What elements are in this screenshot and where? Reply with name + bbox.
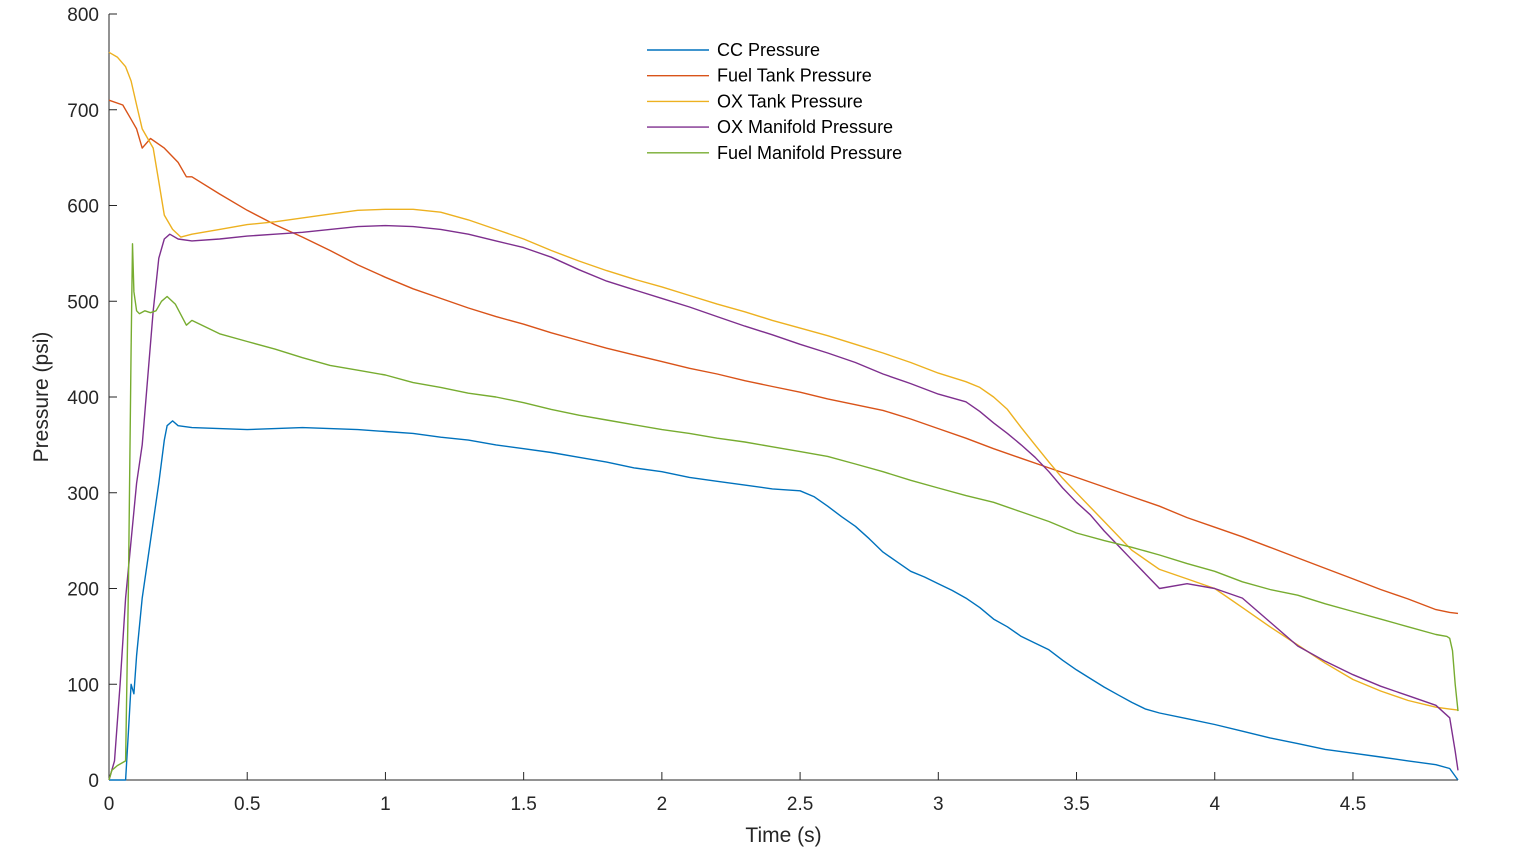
x-axis-title: Time (s) <box>745 824 821 847</box>
y-tick-label: 700 <box>67 101 99 122</box>
series-line-ox-tank-pressure <box>108 51 1459 711</box>
y-tick-label: 800 <box>67 5 99 26</box>
legend-entry: CC Pressure <box>647 40 820 60</box>
y-tick-label: 0 <box>88 771 99 792</box>
y-axis-title: Pressure (psi) <box>30 332 53 463</box>
x-tick-label: 2 <box>657 794 668 815</box>
y-tick-label: 200 <box>67 580 99 601</box>
legend-label: OX Tank Pressure <box>717 91 863 111</box>
x-tick-label: 1 <box>380 794 391 815</box>
legend: CC Pressure Fuel Tank Pressure OX Tank Pre… <box>647 40 902 163</box>
legend-label: Fuel Tank Pressure <box>717 66 872 86</box>
y-tick-label: 500 <box>67 292 99 313</box>
legend-entry: Fuel Tank Pressure <box>647 66 872 86</box>
legend-entry: OX Tank Pressure <box>647 91 863 111</box>
legend-label: Fuel Manifold Pressure <box>717 143 902 163</box>
legend-label: CC Pressure <box>717 40 820 60</box>
series-line-cc-pressure <box>109 420 1459 781</box>
x-tick-label: 0.5 <box>234 794 260 815</box>
series-line-ox-manifold-pressure <box>108 224 1459 781</box>
x-tick-label: 1.5 <box>510 794 536 815</box>
axes: 0 0.5 1 1.5 2 2.5 3 3.5 4 4.5 0 100 200 300 400 500 600 7… <box>67 5 1458 815</box>
x-tick-label: 4 <box>1209 794 1220 815</box>
x-tick-label: 4.5 <box>1340 794 1366 815</box>
legend-entry: OX Manifold Pressure <box>647 117 893 137</box>
legend-entry: Fuel Manifold Pressure <box>647 143 902 163</box>
y-tick-label: 100 <box>67 675 99 696</box>
y-tick-label: 400 <box>67 388 99 409</box>
x-tick-label: 3.5 <box>1063 794 1089 815</box>
series-line-fuel-tank-pressure <box>108 99 1459 615</box>
x-tick-label: 3 <box>933 794 944 815</box>
legend-label: OX Manifold Pressure <box>717 117 893 137</box>
y-tick-label: 300 <box>67 484 99 505</box>
x-tick-label: 0 <box>104 794 115 815</box>
series-lines <box>108 51 1459 781</box>
x-tick-label: 2.5 <box>787 794 813 815</box>
y-tick-label: 600 <box>67 197 99 218</box>
series-line-fuel-manifold-pressure <box>108 243 1459 781</box>
